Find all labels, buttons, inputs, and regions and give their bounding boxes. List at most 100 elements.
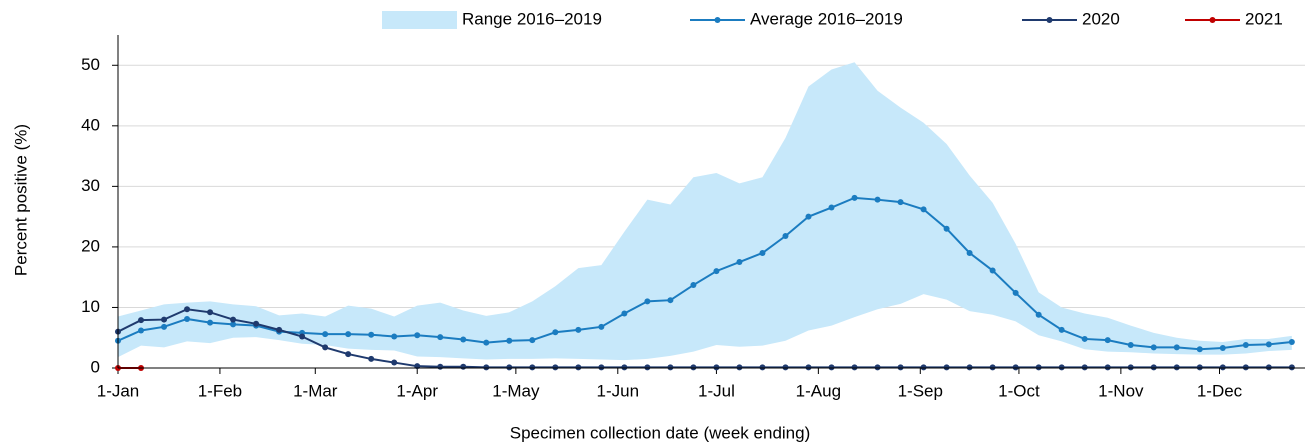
- series-marker: [598, 364, 605, 371]
- series-marker: [1104, 337, 1111, 344]
- series-marker: [529, 364, 536, 371]
- x-tick-label: 1-Mar: [293, 381, 338, 400]
- x-tick-label: 1-Jun: [597, 381, 640, 400]
- series-marker: [621, 310, 628, 317]
- series-marker: [1058, 326, 1065, 333]
- series-marker: [897, 199, 904, 206]
- series-marker: [1127, 341, 1134, 348]
- series-marker: [1127, 364, 1134, 371]
- series-marker: [184, 315, 191, 322]
- series-marker: [1035, 364, 1042, 371]
- series-marker: [920, 206, 927, 213]
- series-marker: [414, 332, 421, 339]
- series-marker: [391, 359, 398, 366]
- series-marker: [690, 282, 697, 289]
- y-tick-label: 50: [81, 55, 100, 74]
- series-marker: [828, 364, 835, 371]
- series-marker: [736, 364, 743, 371]
- series-marker: [943, 364, 950, 371]
- series-marker: [713, 364, 720, 371]
- series-marker: [805, 213, 812, 220]
- series-marker: [874, 364, 881, 371]
- series-marker: [299, 333, 306, 340]
- x-tick-label: 1-Apr: [396, 381, 438, 400]
- series-marker: [1058, 364, 1065, 371]
- series-marker: [644, 364, 651, 371]
- series-marker: [345, 331, 352, 338]
- series-marker: [368, 355, 375, 362]
- series-marker: [920, 364, 927, 371]
- series-marker: [1265, 364, 1272, 371]
- y-tick-label: 10: [81, 297, 100, 316]
- series-marker: [322, 344, 329, 351]
- series-line: [117, 308, 1292, 369]
- series-marker: [437, 363, 444, 370]
- legend-label: Average 2016–2019: [750, 9, 903, 28]
- series-line: [117, 196, 1292, 351]
- series-marker: [1173, 364, 1180, 371]
- series-marker: [575, 326, 582, 333]
- series-marker: [230, 316, 237, 323]
- series-marker: [782, 364, 789, 371]
- series-marker: [897, 364, 904, 371]
- legend-marker: [1209, 17, 1216, 23]
- series-marker: [161, 323, 168, 330]
- x-tick-label: 1-Feb: [198, 381, 242, 400]
- series-marker: [943, 225, 950, 232]
- y-tick-label: 0: [91, 357, 100, 376]
- series-marker: [322, 331, 329, 338]
- legend-swatch: [382, 11, 457, 29]
- series-marker: [989, 267, 996, 274]
- series-marker: [506, 364, 513, 371]
- series-marker: [391, 333, 398, 340]
- series-marker: [276, 326, 283, 333]
- series-marker: [759, 364, 766, 371]
- x-tick-label: 1-May: [492, 381, 540, 400]
- legend-label: 2021: [1245, 9, 1283, 28]
- x-tick-label: 1-Jan: [97, 381, 140, 400]
- series-marker: [138, 317, 145, 324]
- y-tick-label: 40: [81, 115, 100, 134]
- series-marker: [368, 331, 375, 338]
- series-marker: [483, 339, 490, 346]
- series-marker: [1196, 364, 1203, 371]
- series-marker: [1173, 344, 1180, 351]
- series-marker: [1012, 289, 1019, 296]
- series-marker: [1081, 364, 1088, 371]
- legend-label: 2020: [1082, 9, 1120, 28]
- series-marker: [207, 319, 214, 326]
- x-tick-label: 1-Sep: [898, 381, 943, 400]
- series-marker: [529, 337, 536, 344]
- series-marker: [736, 259, 743, 266]
- series-marker: [851, 194, 858, 201]
- series-marker: [230, 321, 237, 328]
- series-marker: [1081, 335, 1088, 342]
- series-marker: [1035, 311, 1042, 318]
- series-marker: [575, 364, 582, 371]
- series-marker: [966, 249, 973, 256]
- y-axis-label: Percent positive (%): [11, 124, 30, 276]
- range-band: [118, 62, 1292, 361]
- series-marker: [989, 364, 996, 371]
- series-marker: [1196, 346, 1203, 353]
- series-marker: [1150, 364, 1157, 371]
- series-marker: [552, 364, 559, 371]
- series-marker: [621, 364, 628, 371]
- series-marker: [759, 249, 766, 256]
- series-marker: [782, 233, 789, 240]
- series-marker: [1288, 364, 1295, 371]
- legend-marker: [714, 17, 721, 23]
- series-marker: [1242, 364, 1249, 371]
- series-marker: [667, 297, 674, 304]
- series-marker: [207, 309, 214, 316]
- y-tick-label: 30: [81, 176, 100, 195]
- series-marker: [690, 364, 697, 371]
- series-marker: [460, 363, 467, 370]
- series-marker: [345, 351, 352, 358]
- series-marker: [184, 306, 191, 313]
- x-tick-label: 1-Dec: [1197, 381, 1243, 400]
- series-marker: [138, 327, 145, 334]
- legend-marker: [1046, 17, 1053, 23]
- series-marker: [851, 364, 858, 371]
